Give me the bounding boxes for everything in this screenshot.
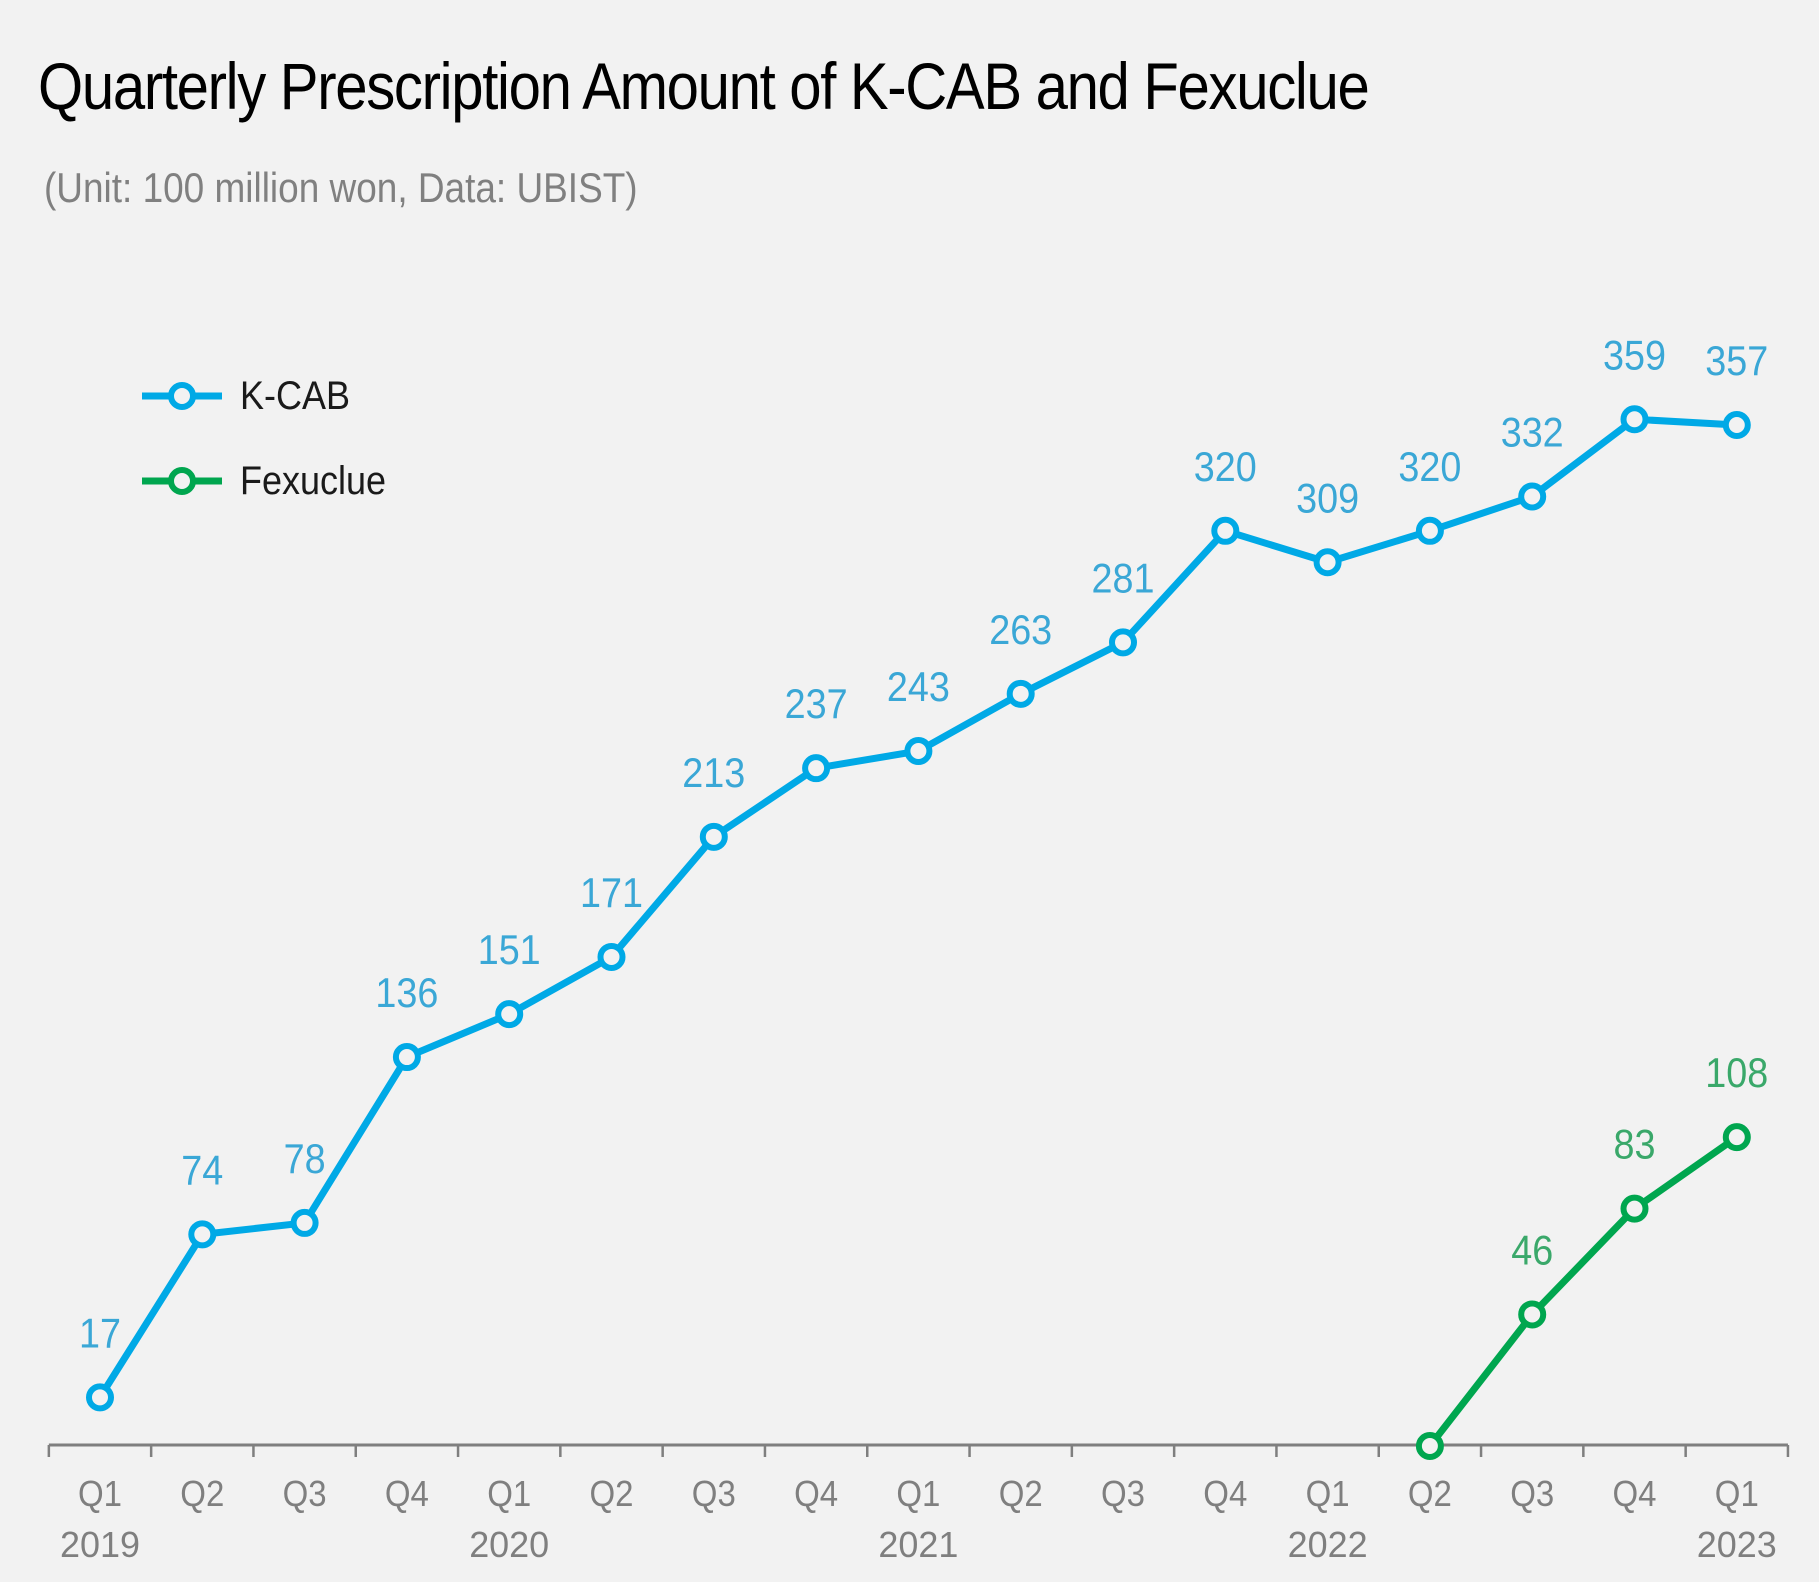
- series-fexuclue: 46 83 108: [1415, 1049, 1768, 1460]
- legend-fexuclue-line-marker-icon: [142, 467, 222, 495]
- data-label-kcab: 309: [1296, 474, 1359, 521]
- x-year-label: 2022: [1288, 1524, 1368, 1565]
- legend-item-kcab: K-CAB: [138, 373, 362, 418]
- x-tick-label: Q4: [794, 1473, 838, 1514]
- x-tick-label: Q2: [590, 1473, 634, 1514]
- data-point-kcab: [1518, 482, 1547, 511]
- legend-kcab-line-marker-icon: [142, 382, 222, 410]
- data-point-kcab: [904, 737, 933, 766]
- data-point-fexuclue: [1722, 1123, 1751, 1152]
- legend-label-fexuclue: Fexuclue: [240, 458, 387, 503]
- data-point-kcab: [597, 942, 626, 971]
- data-point-fexuclue: [1518, 1300, 1547, 1329]
- data-point-kcab: [392, 1043, 421, 1072]
- x-tick-label: Q1: [896, 1473, 940, 1514]
- data-point-kcab: [1006, 679, 1035, 708]
- data-label-kcab: 74: [181, 1146, 223, 1193]
- series-line-fexuclue: [1426, 1133, 1741, 1450]
- legend-label-kcab: K-CAB: [240, 373, 351, 418]
- x-tick-label: Q4: [1613, 1473, 1657, 1514]
- x-year-label: 2023: [1697, 1524, 1777, 1565]
- data-point-kcab: [699, 822, 728, 851]
- data-label-kcab: 359: [1603, 331, 1666, 378]
- data-point-kcab: [290, 1208, 319, 1237]
- data-label-kcab: 151: [478, 926, 541, 973]
- series-line-kcab: [96, 415, 1741, 1401]
- x-year-label: 2019: [60, 1524, 140, 1565]
- data-label-fexuclue: 108: [1705, 1049, 1768, 1096]
- data-point-kcab: [1415, 516, 1444, 545]
- legend-item-fexuclue: Fexuclue: [138, 458, 402, 503]
- data-point-kcab: [1620, 405, 1649, 434]
- x-tick-label: Q3: [1510, 1473, 1554, 1514]
- x-tick-label: Q2: [1408, 1473, 1452, 1514]
- x-axis: Q1 Q2 Q3 Q4 Q1 Q2 Q3 Q4 Q1 Q2 Q3 Q4 Q1 Q2 Q3 Q4 Q1 2019 20…: [47, 1443, 1790, 1565]
- x-tick-label: Q1: [487, 1473, 531, 1514]
- x-tick-label: Q4: [1203, 1473, 1247, 1514]
- data-point-kcab: [188, 1220, 217, 1249]
- x-tick-label: Q3: [1101, 1473, 1145, 1514]
- data-label-fexuclue: 46: [1511, 1226, 1553, 1273]
- data-point-kcab: [1313, 548, 1342, 577]
- data-point-kcab: [1722, 410, 1751, 439]
- data-point-kcab: [495, 1000, 524, 1029]
- data-label-kcab: 213: [682, 749, 745, 796]
- x-tick-label: Q1: [1715, 1473, 1759, 1514]
- data-point-kcab: [1211, 516, 1240, 545]
- series-kcab: 17 74 78 136 151 171 213 237 243 263 281 320 309 320 3…: [79, 331, 1768, 1412]
- x-tick-label: Q3: [283, 1473, 327, 1514]
- data-label-kcab: 281: [1092, 554, 1155, 601]
- data-label-kcab: 357: [1705, 337, 1768, 384]
- data-point-kcab: [802, 754, 831, 783]
- chart-subtitle: (Unit: 100 million won, Data: UBIST): [44, 164, 638, 211]
- x-tick-label: Q1: [78, 1473, 122, 1514]
- data-label-kcab: 263: [989, 606, 1052, 653]
- data-label-kcab: 332: [1501, 408, 1564, 455]
- data-label-kcab: 171: [580, 869, 643, 916]
- x-year-label: 2020: [469, 1524, 549, 1565]
- x-tick-label: Q2: [999, 1473, 1043, 1514]
- x-tick-label: Q4: [385, 1473, 429, 1514]
- data-point-kcab: [86, 1383, 114, 1412]
- data-label-kcab: 78: [284, 1135, 326, 1182]
- data-point-fexuclue: [1620, 1194, 1649, 1223]
- data-label-kcab: 136: [375, 969, 438, 1016]
- data-label-fexuclue: 83: [1614, 1121, 1656, 1168]
- data-point-fexuclue: [1415, 1432, 1444, 1460]
- data-label-kcab: 320: [1398, 443, 1461, 490]
- chart-title: Quarterly Prescription Amount of K-CAB a…: [38, 49, 1370, 123]
- x-tick-label: Q1: [1306, 1473, 1350, 1514]
- data-label-kcab: 17: [79, 1309, 121, 1356]
- x-year-label: 2021: [878, 1524, 958, 1565]
- x-tick-label: Q3: [692, 1473, 736, 1514]
- data-point-kcab: [1109, 628, 1137, 657]
- data-label-kcab: 320: [1194, 443, 1257, 490]
- data-label-kcab: 243: [887, 663, 950, 710]
- x-tick-label: Q2: [180, 1473, 224, 1514]
- data-label-kcab: 237: [785, 680, 848, 727]
